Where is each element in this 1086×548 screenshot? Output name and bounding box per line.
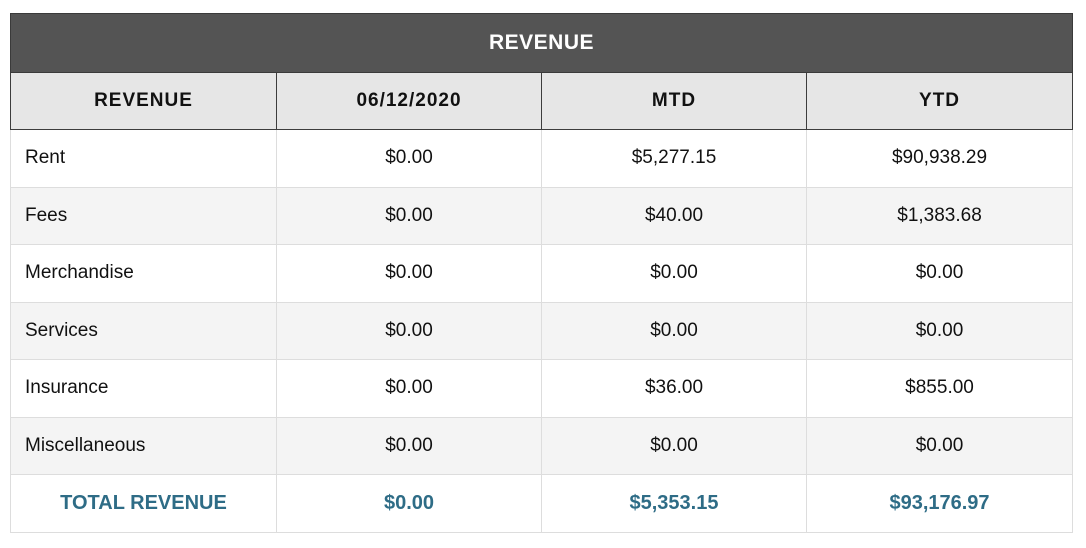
total-day-value: $0.00 [276, 474, 542, 533]
row-label: Insurance [10, 359, 277, 418]
total-row: TOTAL REVENUE $0.00 $5,353.15 $93,176.97 [10, 474, 1074, 533]
title-row: REVENUE [9, 13, 1074, 73]
row-ytd-value: $855.00 [805, 359, 1074, 418]
row-mtd-value: $0.00 [541, 244, 807, 303]
table-title: REVENUE [9, 13, 1074, 73]
row-day-value: $0.00 [276, 301, 542, 360]
column-header-category: REVENUE [10, 72, 277, 130]
column-header-mtd: MTD [541, 72, 807, 130]
row-day-value: $0.00 [276, 186, 542, 245]
revenue-report: REVENUE REVENUE 06/12/2020 MTD YTD Rent … [9, 13, 1074, 533]
row-label: Fees [10, 186, 277, 245]
row-day-value: $0.00 [276, 359, 542, 418]
row-ytd-value: $0.00 [805, 301, 1074, 360]
row-label: Miscellaneous [10, 416, 277, 475]
row-ytd-value: $90,938.29 [805, 129, 1074, 188]
column-header-row: REVENUE 06/12/2020 MTD YTD [10, 72, 1074, 130]
row-ytd-value: $0.00 [805, 244, 1074, 303]
revenue-table: REVENUE REVENUE 06/12/2020 MTD YTD Rent … [9, 13, 1074, 533]
total-mtd-value: $5,353.15 [541, 474, 807, 533]
row-mtd-value: $0.00 [541, 416, 807, 475]
table-row: Merchandise $0.00 $0.00 $0.00 [10, 244, 1074, 303]
row-label: Rent [10, 129, 277, 188]
table-row: Miscellaneous $0.00 $0.00 $0.00 [10, 416, 1074, 475]
row-day-value: $0.00 [276, 244, 542, 303]
column-header-ytd: YTD [805, 72, 1074, 130]
row-mtd-value: $36.00 [541, 359, 807, 418]
column-header-date: 06/12/2020 [276, 72, 542, 130]
table-row: Fees $0.00 $40.00 $1,383.68 [10, 186, 1074, 245]
row-mtd-value: $0.00 [541, 301, 807, 360]
row-ytd-value: $0.00 [805, 416, 1074, 475]
total-ytd-value: $93,176.97 [805, 474, 1074, 533]
table-row: Rent $0.00 $5,277.15 $90,938.29 [10, 129, 1074, 188]
table-row: Services $0.00 $0.00 $0.00 [10, 301, 1074, 360]
total-label: TOTAL REVENUE [10, 474, 277, 533]
table-row: Insurance $0.00 $36.00 $855.00 [10, 359, 1074, 418]
row-ytd-value: $1,383.68 [805, 186, 1074, 245]
row-mtd-value: $5,277.15 [541, 129, 807, 188]
row-day-value: $0.00 [276, 129, 542, 188]
row-label: Merchandise [10, 244, 277, 303]
row-mtd-value: $40.00 [541, 186, 807, 245]
row-label: Services [10, 301, 277, 360]
row-day-value: $0.00 [276, 416, 542, 475]
